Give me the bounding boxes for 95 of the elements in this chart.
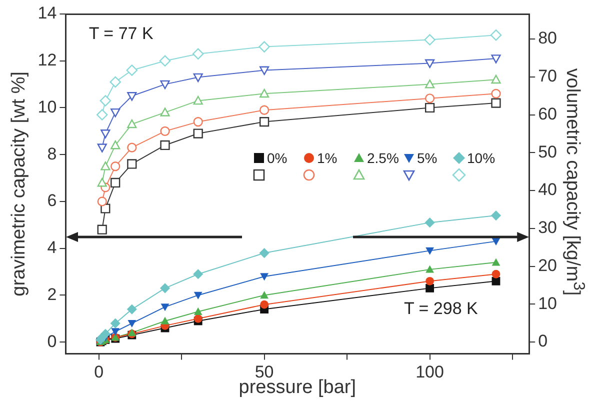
point (260, 300, 268, 309)
point (97, 196, 107, 206)
point (424, 102, 435, 113)
y2-tick-label: 10 (538, 294, 558, 313)
y-tick-label: 2 (47, 284, 57, 304)
point (260, 117, 270, 127)
legend-label: 1% (317, 150, 338, 166)
point (193, 73, 203, 82)
point (491, 98, 501, 108)
y2-tick-label: 70 (538, 66, 558, 86)
point (194, 307, 202, 315)
point (110, 108, 120, 118)
y2-tick-label: 20 (538, 256, 558, 275)
legend-label: 2.5% (367, 150, 399, 166)
point (110, 140, 120, 150)
point (258, 41, 270, 52)
point (259, 248, 270, 258)
point (97, 144, 107, 152)
point (424, 80, 435, 88)
y-tick-label: 14 (38, 4, 57, 23)
point (111, 328, 120, 336)
point (126, 304, 137, 314)
y2-tick-label: 50 (538, 142, 558, 162)
point (424, 34, 436, 46)
point (160, 126, 170, 136)
point (97, 178, 107, 187)
point (426, 265, 434, 273)
annotation: T = 298 K (404, 299, 478, 320)
x-tick-label: 0 (94, 362, 104, 382)
legend-label: 10% (467, 150, 496, 166)
point (424, 94, 435, 104)
y2-tick-label: 30 (538, 218, 558, 238)
point (100, 328, 110, 339)
point (110, 76, 121, 88)
y-tick-label: 0 (47, 332, 57, 351)
point (193, 96, 203, 105)
point (110, 178, 120, 188)
point (159, 55, 171, 67)
point (127, 159, 137, 169)
y-axis-title: gravimetric capacity [wt %] (8, 71, 30, 296)
point (260, 291, 268, 299)
point (127, 142, 137, 152)
point (97, 224, 107, 234)
point (100, 130, 110, 138)
legend-label: 5% (417, 150, 438, 166)
point (492, 270, 500, 278)
point (193, 128, 203, 138)
point (160, 316, 170, 324)
y2-tick-label: 60 (538, 104, 558, 124)
point (490, 29, 502, 41)
legend-label: 0% (267, 150, 288, 166)
point (490, 210, 502, 221)
y-tick-label: 8 (47, 144, 57, 164)
point (100, 95, 112, 106)
point (127, 119, 137, 128)
annotation: T = 77 K (88, 24, 154, 44)
point (110, 318, 120, 328)
point (194, 314, 202, 323)
y2-tick-label: 40 (538, 180, 558, 200)
point (127, 92, 137, 101)
y-tick-label: 10 (38, 97, 57, 116)
point (100, 204, 110, 214)
point (424, 218, 435, 228)
point (160, 304, 170, 312)
point (192, 48, 204, 60)
point (193, 269, 204, 280)
point (491, 88, 501, 98)
point (260, 88, 270, 98)
point (160, 140, 170, 150)
point (260, 66, 270, 76)
x-tick-label: 100 (416, 362, 444, 382)
y2-tick-label: 0 (538, 332, 548, 351)
point (160, 283, 170, 294)
point (260, 273, 268, 281)
point (491, 54, 501, 64)
point (426, 276, 434, 286)
point (193, 117, 203, 127)
point (110, 162, 120, 172)
point (160, 80, 170, 90)
y-tick-label: 6 (47, 191, 57, 210)
point (426, 284, 434, 292)
y-tick-label: 4 (47, 238, 57, 258)
y-tick-label: 12 (38, 50, 57, 70)
point (194, 292, 202, 300)
y2-tick-label: 80 (538, 28, 558, 48)
point (128, 320, 136, 328)
point (426, 247, 434, 255)
point (491, 74, 501, 84)
point (96, 109, 108, 120)
point (126, 64, 138, 76)
point (260, 105, 270, 115)
point (424, 59, 435, 68)
point (492, 258, 500, 266)
point (100, 162, 110, 170)
point (160, 108, 170, 116)
